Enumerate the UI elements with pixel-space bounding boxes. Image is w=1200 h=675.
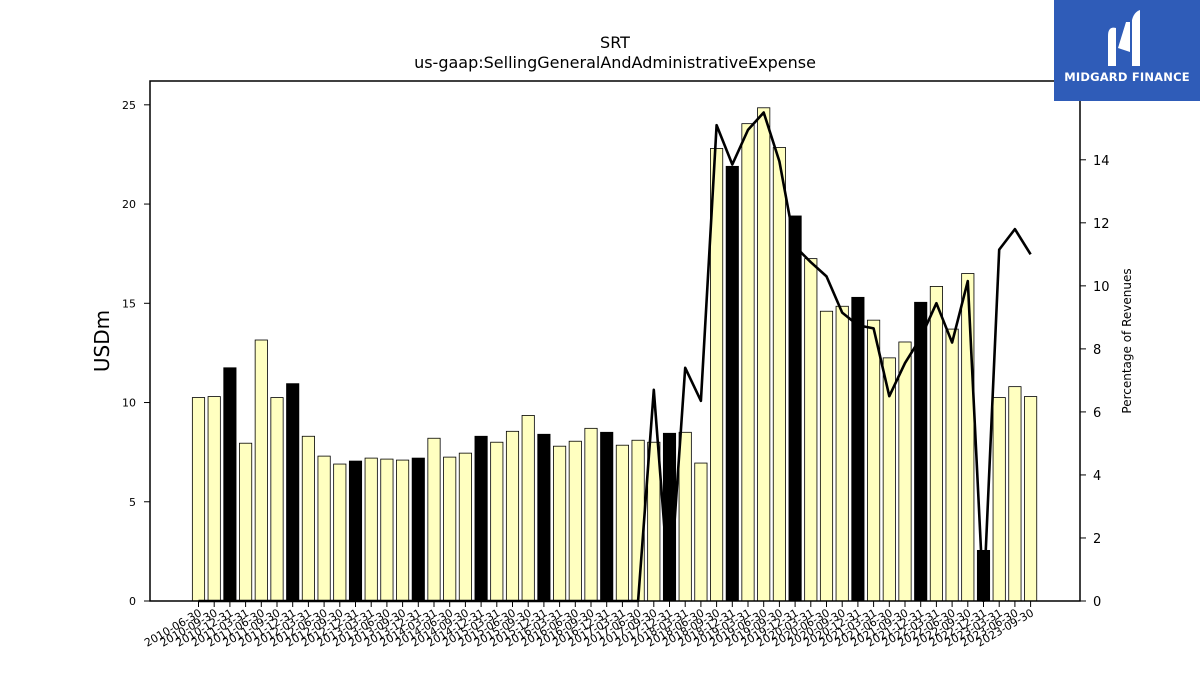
bar-2018-03-31: [678, 431, 692, 602]
logo-text: MIDGARD FINANCE: [1064, 70, 1190, 84]
y-tick-label: 15: [122, 297, 136, 310]
y-tick-label: 20: [122, 198, 136, 211]
midgard-m-logo-icon: [1108, 10, 1140, 66]
bar-2015-09-30: [521, 415, 535, 602]
bar-2018-12-31: [725, 165, 739, 602]
bar-2016-09-30: [584, 427, 598, 602]
bar-2020-09-30: [835, 305, 849, 602]
bar-2020-03-31: [804, 258, 818, 602]
chart-title: SRT: [600, 33, 630, 52]
bar-2017-09-30: [647, 441, 661, 602]
bar-2010-06-30: [191, 397, 206, 602]
logo-badge: MIDGARD FINANCE: [1054, 0, 1200, 101]
chart-subtitle: us-gaap:SellingGeneralAndAdministrativeE…: [414, 53, 816, 72]
bar-2011-06-30: [254, 339, 268, 602]
bar-2012-06-30: [317, 455, 331, 602]
y-axis-label: USDm: [90, 310, 114, 372]
y2-tick-label: 14: [1093, 154, 1110, 169]
bar-2023-06-30: [1008, 386, 1022, 602]
bar-2012-09-30: [333, 463, 347, 602]
bar-2014-03-31: [427, 437, 441, 602]
y2-tick-label: 0: [1093, 595, 1101, 610]
bar-2019-09-30: [772, 147, 786, 602]
bar-2023-03-31: [992, 397, 1006, 602]
bar-2014-12-31: [474, 435, 488, 602]
bar-2012-03-31: [301, 435, 315, 602]
bar-2023-09-30: [1024, 396, 1038, 602]
bar-2019-03-31: [741, 123, 755, 602]
bar-2015-03-31: [490, 441, 504, 602]
bar-2011-03-31: [239, 442, 253, 602]
y2-tick-label: 4: [1093, 469, 1101, 484]
plot-frame: [149, 80, 1081, 602]
y2-tick-label: 10: [1093, 280, 1110, 295]
bar-2020-06-30: [819, 310, 834, 602]
bar-2018-06-30: [694, 462, 708, 602]
bar-2019-12-31: [788, 215, 802, 602]
bar-2016-06-30: [568, 440, 582, 602]
bar-2017-06-30: [631, 439, 645, 602]
bar-2022-06-30: [945, 328, 959, 602]
bar-2015-06-30: [505, 430, 520, 602]
x-axis: 2010-06-302010-09-302010-12-312011-03-31…: [142, 601, 1036, 650]
bar-2010-09-30: [207, 396, 221, 602]
y-tick-label: 0: [129, 595, 136, 608]
left-y-axis: 0 5 10 15 20 25: [122, 99, 150, 608]
bar-2016-12-31: [600, 431, 614, 602]
bar-2020-12-31: [851, 296, 865, 602]
y2-tick-label: 8: [1093, 343, 1101, 358]
bar-2013-09-30: [396, 459, 410, 602]
y2-tick-label: 2: [1093, 532, 1101, 547]
bar-2021-03-31: [867, 319, 881, 602]
bar-2017-03-31: [615, 444, 629, 602]
bar-2022-03-31: [929, 286, 943, 602]
y2-tick-label: 12: [1093, 217, 1110, 232]
bar-2014-09-30: [458, 452, 472, 602]
y-tick-label: 5: [129, 496, 136, 509]
bar-2010-12-31: [223, 367, 237, 602]
bar-2014-06-30: [443, 456, 457, 602]
y-tick-label: 10: [122, 397, 136, 410]
y2-tick-label: 6: [1093, 406, 1101, 421]
bar-2022-09-30: [961, 273, 975, 602]
bar-2013-06-30: [380, 458, 394, 602]
bar-2016-03-31: [553, 445, 567, 602]
bar-2011-09-30: [270, 397, 284, 602]
bar-2019-06-30: [757, 107, 771, 602]
bar-2011-12-31: [286, 383, 300, 602]
bar-2013-03-31: [364, 457, 378, 602]
bar-2012-12-31: [348, 460, 363, 602]
bar-2021-09-30: [898, 341, 912, 602]
y-tick-label: 25: [122, 99, 136, 112]
bar-2013-12-31: [411, 457, 425, 602]
bar-2015-12-31: [537, 433, 551, 602]
right-y-axis: 0 2 4 6 8 10 12 14: [1080, 154, 1110, 610]
y2-axis-label: Percentage of Revenues: [1120, 268, 1134, 413]
